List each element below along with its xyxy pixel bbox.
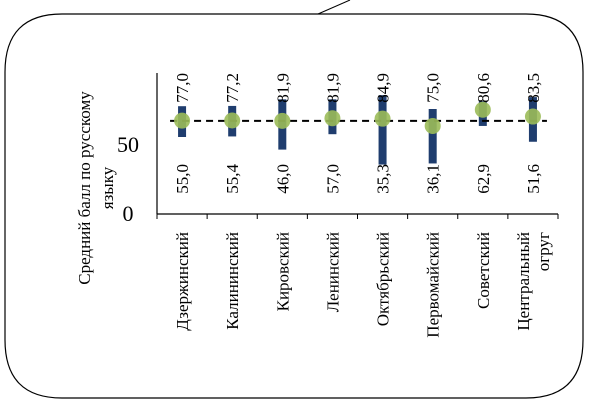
average-marker [474,101,491,118]
frame-connector-line [317,0,351,15]
y-axis-title-line-1: Средний балл по русскому [75,91,94,285]
average-marker [324,110,341,127]
max-value-label: 77,0 [173,73,192,103]
average-marker [224,112,241,129]
min-value-label: 62,9 [474,164,493,194]
range-bar [378,95,387,165]
max-value-label: 75,0 [424,73,443,103]
min-value-label: 36,1 [424,164,443,194]
y-tick-label-50: 50 [117,132,139,157]
category-labels: Дзержинский Калининский Кировский Ленинский… [173,232,553,338]
category-label: Октябрьский [374,232,393,326]
max-value-label: 80,6 [474,73,493,103]
category-label: Советский [474,232,493,309]
min-value-label: 55,4 [223,164,242,194]
average-marker [374,110,391,127]
min-value-label: 51,6 [524,164,543,194]
range-bar [428,109,437,164]
chart-frame [4,13,584,399]
min-value-label: 57,0 [323,164,342,194]
max-value-label: 77,2 [223,73,242,103]
x-tick-marks [156,214,559,219]
max-value-labels: 77,0 77,2 81,9 81,9 84,9 75,0 80,6 83,5 [173,73,543,103]
average-marker [174,112,191,129]
min-value-label: 46,0 [273,164,292,194]
average-markers [174,101,541,134]
y-tick-label-0: 0 [123,201,134,226]
max-value-label: 81,9 [273,73,292,103]
average-marker [274,112,291,129]
min-value-labels: 55,0 55,4 46,0 57,0 35,3 36,1 62,9 51,6 [173,164,543,194]
category-label: Калининский [223,232,242,330]
max-value-label: 81,9 [323,73,342,103]
y-axis-title-line-2: языку [98,166,117,209]
category-label: Первомайский [424,232,443,338]
min-value-label: 55,0 [173,164,192,194]
category-label: огруг [534,232,553,271]
category-label: Кировский [273,232,292,311]
max-value-label: 84,9 [374,73,393,103]
category-label: Дзержинский [173,232,192,331]
average-marker [524,108,541,125]
category-label: Центральный [514,232,533,331]
category-label: Ленинский [323,232,342,312]
min-value-label: 35,3 [374,164,393,194]
average-marker [424,117,441,134]
max-value-label: 83,5 [524,73,543,103]
